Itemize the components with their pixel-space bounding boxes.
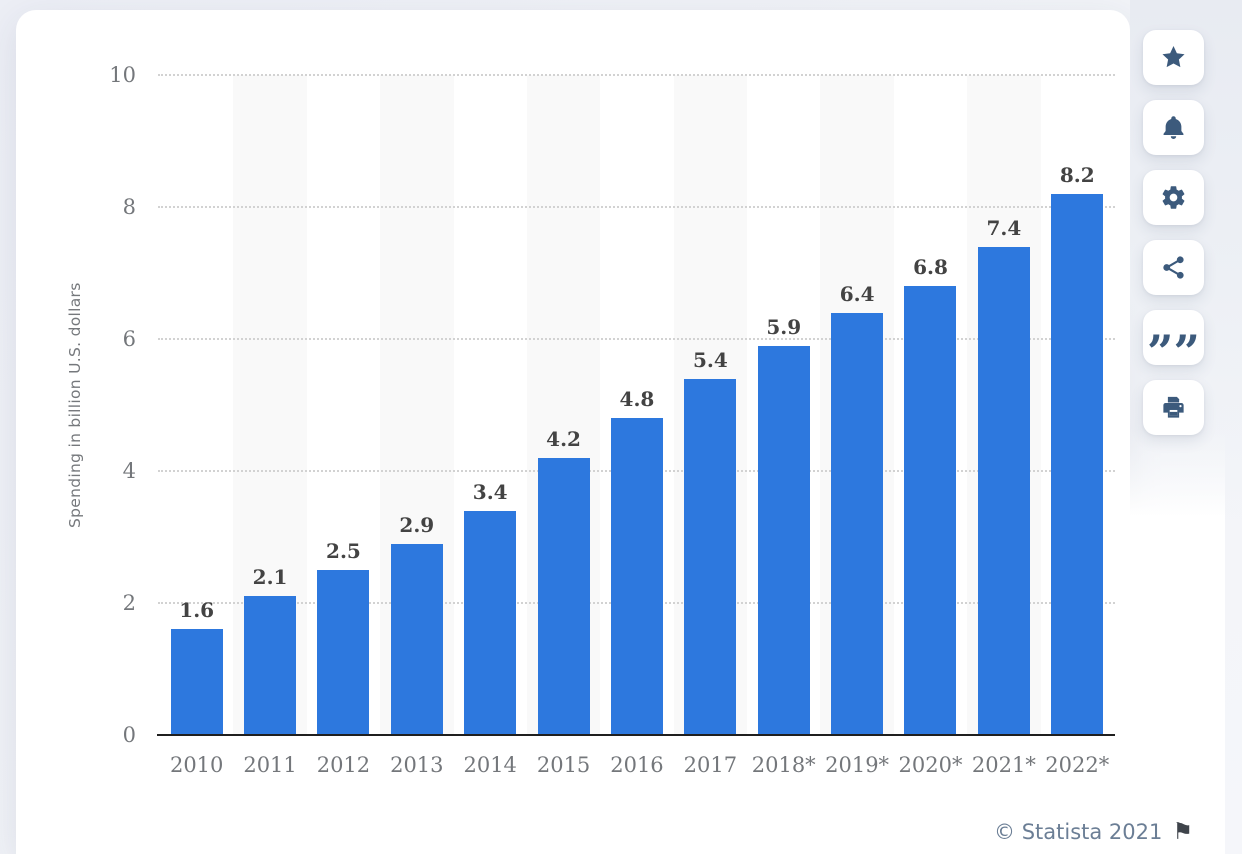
y-tick-label: 6 [122,327,136,351]
gridline [158,338,1115,340]
flag-icon: ⚑ [1172,818,1193,845]
x-tick-label: 2014 [463,753,517,777]
y-tick-label: 10 [109,63,136,87]
value-label: 2.1 [252,565,288,590]
copyright: © Statista 2021 ⚑ [860,817,1193,847]
bar-2010[interactable] [170,629,223,735]
value-label: 5.4 [692,347,728,372]
cite-button[interactable]: ”” [1143,310,1204,375]
bar-2018*[interactable] [757,345,810,735]
value-label: 4.8 [619,387,655,412]
share-icon [1163,256,1184,279]
bar-2014[interactable] [464,510,517,735]
copyright-text[interactable]: © Statista 2021 [994,820,1163,844]
value-label: 3.4 [472,479,508,504]
value-label: 2.9 [399,512,435,537]
x-tick-label: 2021* [971,753,1036,777]
bar-2021*[interactable] [977,246,1030,735]
y-tick-label: 8 [122,195,136,219]
x-tick-label: 2012 [316,753,371,777]
x-tick-label: 2018* [751,753,816,777]
star-icon [1162,46,1185,68]
y-tick-label: 0 [122,723,136,747]
x-axis-line [157,734,1115,736]
gridline [158,74,1115,76]
print-button[interactable] [1143,380,1204,435]
bar-2020*[interactable] [904,286,957,735]
gridline [158,206,1115,208]
favorite-button[interactable] [1143,30,1204,85]
x-tick-label: 2016 [610,753,664,777]
value-label: 4.2 [546,426,581,451]
x-tick-label: 2022* [1045,753,1110,777]
value-label: 1.6 [179,598,215,623]
value-label: 8.2 [1059,162,1095,187]
y-tick-label: 2 [122,591,136,615]
x-tick-label: 2020* [898,753,963,777]
bar-2012[interactable] [317,570,370,735]
bar-2019*[interactable] [831,312,884,735]
bar-2013[interactable] [390,543,443,735]
x-tick-label: 2010 [169,753,224,777]
bar-2017[interactable] [684,378,737,735]
printer-icon [1163,396,1184,418]
quote-icon: ”” [1147,324,1200,379]
value-label: 7.4 [986,215,1022,240]
share-button[interactable] [1143,240,1204,295]
value-label: 5.9 [766,314,802,339]
bar-2022*[interactable] [1051,193,1104,735]
x-tick-label: 2013 [390,753,444,777]
value-label: 6.4 [839,281,875,306]
value-label: 6.8 [913,255,948,280]
value-label: 2.5 [326,539,361,563]
action-toolbar: ”” [1143,30,1204,435]
bar-2016[interactable] [610,418,663,735]
y-axis-title: Spending in billion U.S. dollars [66,282,84,528]
bar-2015[interactable] [537,457,590,735]
x-tick-label: 2019* [825,753,890,777]
settings-button[interactable] [1143,170,1204,225]
bell-icon [1163,116,1184,139]
y-tick-label: 4 [122,459,136,483]
x-tick-label: 2017 [683,753,738,777]
alert-button[interactable] [1143,100,1204,155]
gear-icon [1162,186,1185,209]
x-tick-label: 2015 [536,753,591,777]
bar-2011[interactable] [244,596,297,735]
x-tick-label: 2011 [243,753,297,777]
